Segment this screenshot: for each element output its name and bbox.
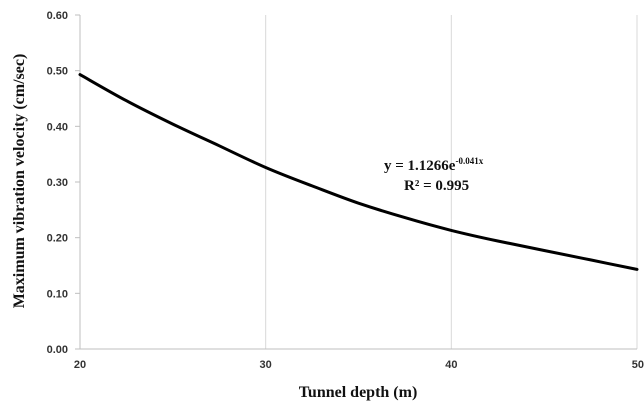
y-tick-labels: 0.00 0.10 0.20 0.30 0.40 0.50 0.60	[47, 10, 68, 356]
r-squared-label: R² = 0.995	[404, 178, 469, 194]
y-tick-label: 0.00	[47, 344, 68, 356]
x-tick-label: 40	[445, 359, 457, 371]
y-axis-title: Maximum vibration velocity (cm/sec)	[11, 54, 28, 309]
x-tick-labels: 20 30 40 50	[74, 359, 644, 371]
y-tick-label: 0.10	[47, 288, 68, 300]
series-line	[78, 73, 639, 271]
y-tick-label: 0.40	[47, 121, 68, 133]
y-tick-label: 0.30	[47, 177, 68, 189]
y-tick-label: 0.20	[47, 233, 68, 245]
y-tick-label: 0.60	[47, 10, 68, 22]
x-tick-label: 50	[632, 359, 644, 371]
trendline-equation: y = 1.1266e-0.041x	[384, 156, 484, 174]
series	[78, 73, 639, 271]
x-tick-label: 30	[260, 359, 272, 371]
x-axis-title: Tunnel depth (m)	[299, 384, 418, 401]
grid-lines	[265, 15, 638, 349]
axes	[75, 14, 637, 350]
y-tick-label: 0.50	[47, 66, 68, 78]
x-tick-label: 20	[74, 359, 86, 371]
